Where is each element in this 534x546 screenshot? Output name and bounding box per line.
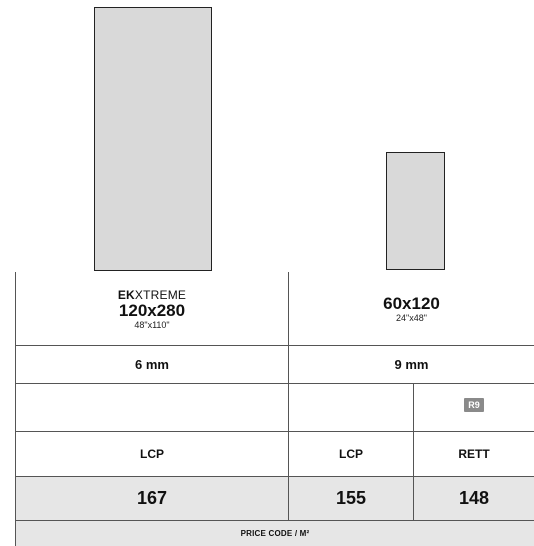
row-divider-1	[15, 345, 534, 346]
finish-col1-label: LCP	[140, 447, 164, 461]
large-size-cm: 120x280	[118, 300, 186, 320]
tile-60x120-illustration	[386, 152, 445, 270]
price-code-label: PRICE CODE / M²	[240, 529, 310, 538]
finish-col1: LCP	[16, 432, 288, 476]
row-divider-3	[15, 431, 534, 432]
price-col3-value: 148	[458, 488, 490, 508]
large-size-inch: 48"x110"	[134, 319, 170, 330]
brand-rest: XTREME	[134, 287, 187, 302]
price-col2-value: 155	[335, 488, 367, 508]
finish-col3: RETT	[414, 432, 534, 476]
small-size-cm: 60x120	[383, 294, 440, 313]
finish-col2: LCP	[289, 432, 413, 476]
r9-badge: R9	[464, 398, 484, 412]
price-code-footer: PRICE CODE / M²	[16, 521, 534, 546]
price-col2: 155	[289, 477, 413, 520]
column-divider-1	[288, 272, 289, 520]
thickness-large: 6 mm	[16, 346, 288, 383]
price-col3: 148	[414, 477, 534, 520]
tile-120x280-illustration	[94, 7, 212, 271]
header-large-size: EKXTREME 120x280 48"x110"	[16, 273, 288, 345]
row-divider-4	[15, 476, 534, 477]
row-divider-5	[15, 520, 534, 521]
thickness-small: 9 mm	[289, 346, 534, 383]
price-col1-value: 167	[136, 488, 168, 508]
column-divider-2	[413, 383, 414, 520]
brand-bold: EK	[117, 287, 135, 302]
thickness-large-value: 6 mm	[135, 357, 169, 372]
header-small-size: 60x120 24"x48"	[289, 273, 534, 345]
row-divider-2	[15, 383, 534, 384]
table-left-border	[15, 272, 16, 546]
badge-cell: R9	[414, 384, 534, 431]
finish-col2-label: LCP	[339, 447, 363, 461]
thickness-small-value: 9 mm	[394, 357, 429, 372]
price-col1: 167	[16, 477, 288, 520]
finish-col3-label: RETT	[458, 447, 490, 461]
small-size-inch: 24"x48"	[396, 313, 427, 323]
brand-name: EKXTREME	[117, 287, 187, 302]
